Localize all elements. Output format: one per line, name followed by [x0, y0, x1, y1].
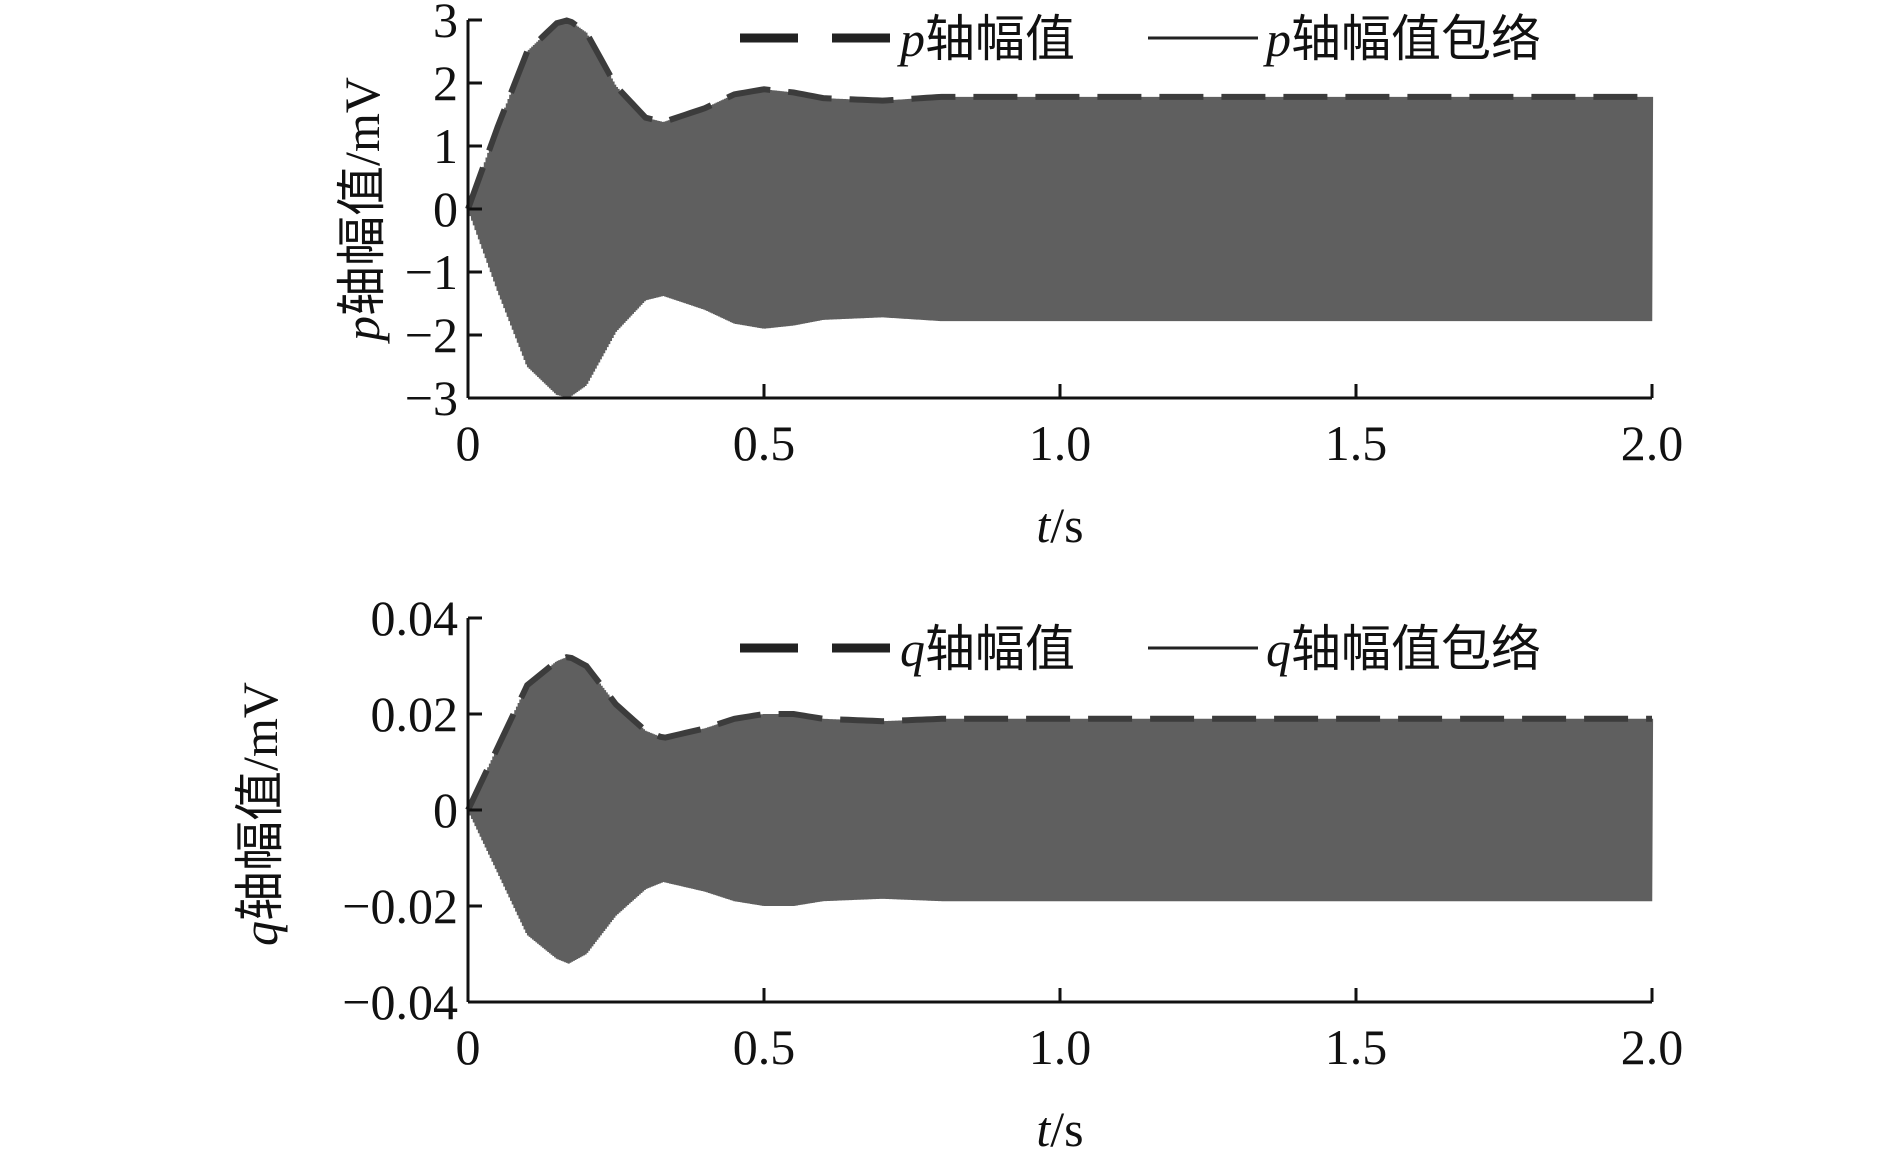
- p-y-tick-label: 1: [433, 118, 458, 174]
- q-y-tick-label: 0.04: [371, 590, 459, 646]
- q-legend: q轴幅值 q轴幅值包络: [740, 621, 1541, 677]
- p-x-tick-label: 2.0: [1621, 415, 1684, 471]
- p-x-tick-label: 1.0: [1029, 415, 1092, 471]
- q-x-tick-label: 0: [456, 1019, 481, 1075]
- q-y-axis-title-text: 轴幅值/mV: [232, 682, 288, 921]
- p-y-tick-label: −3: [405, 370, 458, 426]
- p-x-tick-label: 0.5: [733, 415, 796, 471]
- q-legend-label-1: q轴幅值: [900, 621, 1075, 677]
- q-x-ticks: 0 0.5 1.0 1.5 2.0: [456, 988, 1684, 1075]
- q-y-tick-label: −0.02: [342, 878, 458, 934]
- p-x-ticks: 0 0.5 1.0 1.5 2.0: [456, 384, 1684, 471]
- p-signal-trace: [466, 20, 1654, 399]
- p-x-axis-title-unit: /s: [1050, 497, 1083, 553]
- p-y-axis-title-text: 轴幅值/mV: [334, 77, 390, 316]
- q-legend-label-2: q轴幅值包络: [1266, 621, 1541, 677]
- chart-q-axis: 0.040.020−0.02−0.04 0 0.5 1.0 1.5 2.0 q轴幅值/m…: [232, 590, 1683, 1152]
- p-legend-label-2: p轴幅值包络: [1263, 11, 1541, 67]
- q-x-tick-label: 1.5: [1325, 1019, 1388, 1075]
- q-y-axis-title: q轴幅值/mV: [232, 682, 288, 946]
- p-legend-label-1-var: p: [897, 11, 925, 67]
- q-legend-label-2-text: 轴幅值包络: [1291, 621, 1541, 677]
- q-y-ticks: 0.04 0.02 0 −0.02 −0.04: [342, 590, 482, 1030]
- q-x-tick-label: 2.0: [1621, 1019, 1684, 1075]
- q-y-axis-title-var: q: [232, 921, 288, 946]
- p-legend-label-2-text: 轴幅值包络: [1291, 11, 1541, 67]
- q-x-axis-title-unit: /s: [1050, 1101, 1083, 1152]
- q-y-tick-label: −0.04: [342, 974, 458, 1030]
- q-y-tick-label: 0: [433, 782, 458, 838]
- p-y-ticks: 3 2 1 0 −1 −2 −3: [405, 0, 482, 426]
- q-signal-trace: [467, 656, 1654, 964]
- q-signal-layer: [465, 654, 1654, 964]
- q-envelope-line: [465, 654, 1652, 812]
- q-x-tick-label: 1.0: [1029, 1019, 1092, 1075]
- q-x-axis-title-var: t: [1036, 1101, 1051, 1152]
- p-envelope-line: [465, 17, 1652, 211]
- p-x-axis-title-var: t: [1036, 497, 1051, 553]
- p-y-tick-label: 0: [433, 181, 458, 237]
- p-y-axis-title-var: p: [334, 316, 390, 344]
- p-y-tick-label: −2: [405, 307, 458, 363]
- q-legend-label-2-var: q: [1266, 621, 1291, 677]
- p-x-tick-label: 1.5: [1325, 415, 1388, 471]
- p-y-tick-label: 3: [433, 0, 458, 48]
- q-legend-label-1-text: 轴幅值: [925, 621, 1075, 677]
- p-legend-label-1: p轴幅值: [897, 11, 1075, 67]
- p-x-tick-label: 0: [456, 415, 481, 471]
- p-signal-layer: [465, 17, 1654, 399]
- q-y-tick-label: 0.02: [371, 686, 459, 742]
- p-legend: p轴幅值 p轴幅值包络: [740, 11, 1541, 67]
- p-x-axis-title: t/s: [1036, 497, 1083, 553]
- p-y-tick-label: 2: [433, 55, 458, 111]
- p-legend-label-2-var: p: [1263, 11, 1291, 67]
- q-legend-label-1-var: q: [900, 621, 925, 677]
- p-y-axis-title: p轴幅值/mV: [334, 77, 390, 344]
- q-x-axis-title: t/s: [1036, 1101, 1083, 1152]
- p-y-tick-label: −1: [405, 244, 458, 300]
- p-legend-label-1-text: 轴幅值: [925, 11, 1075, 67]
- q-x-tick-label: 0.5: [733, 1019, 796, 1075]
